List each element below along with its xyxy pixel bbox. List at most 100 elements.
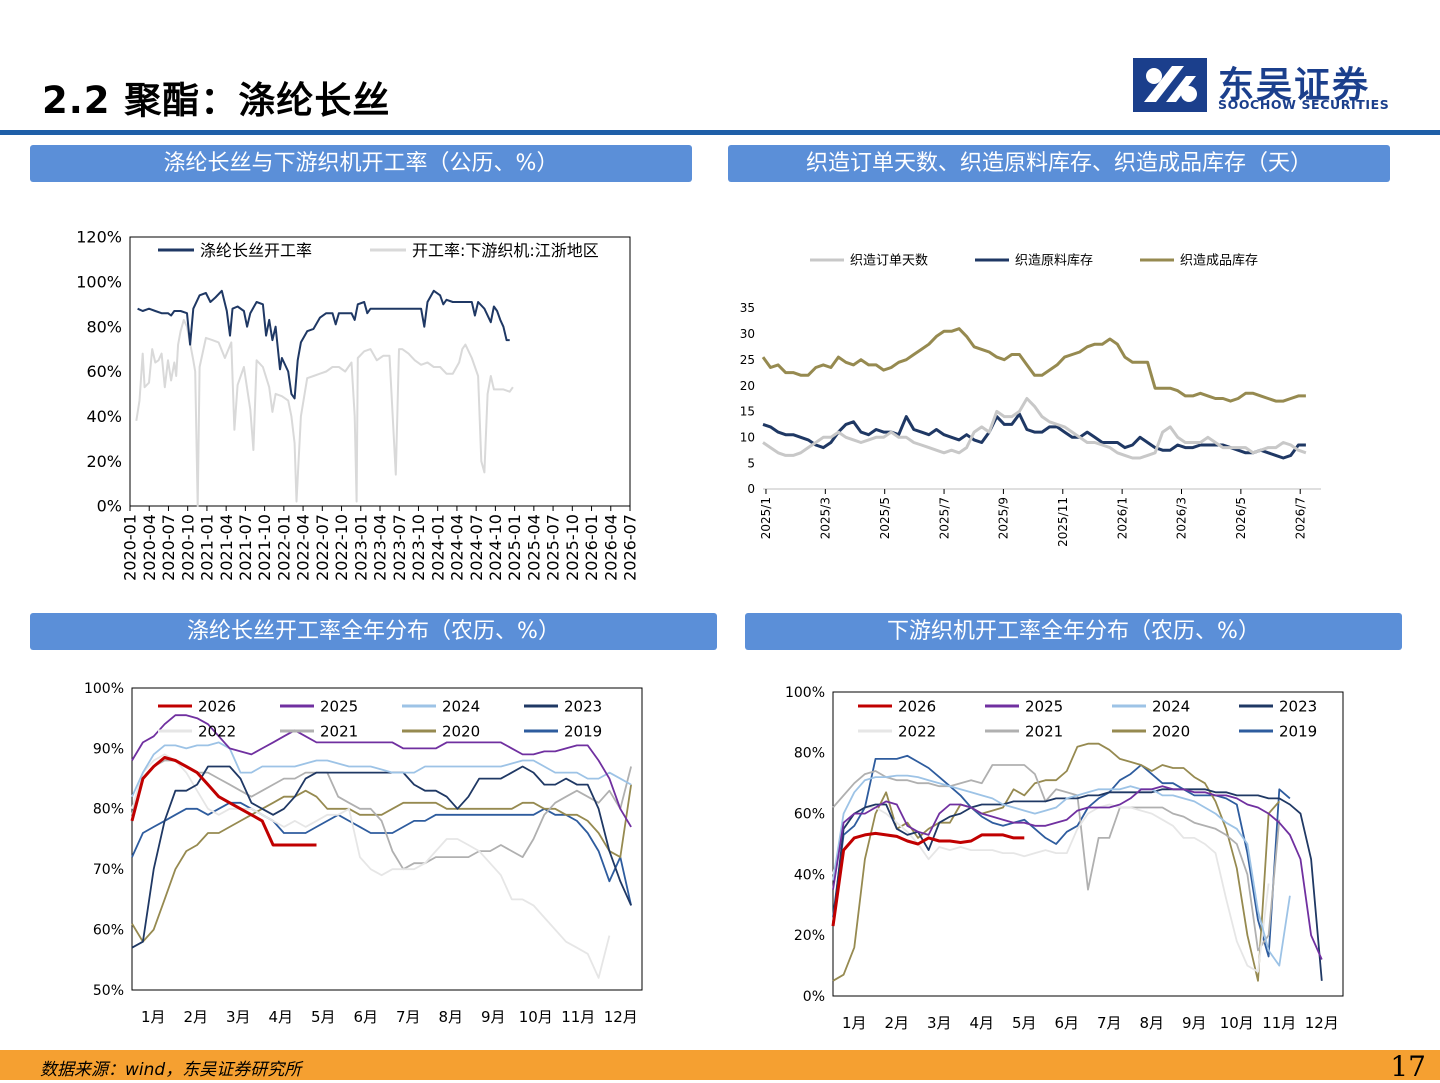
series-line-1 (762, 412, 1306, 460)
legend-label-2: 2024 (442, 697, 480, 715)
y-tick-label: 20 (740, 379, 755, 393)
legend-label-4: 2022 (198, 722, 236, 740)
x-tick-label: 2023-07 (390, 514, 409, 581)
series-line-1 (832, 785, 1323, 960)
y-tick-label: 10 (740, 430, 755, 444)
x-tick-label: 7月 (396, 1008, 421, 1026)
y-tick-label: 0% (97, 497, 122, 516)
legend-label-0: 2026 (198, 697, 236, 715)
x-tick-label: 2025/5 (878, 497, 892, 539)
legend-label-0: 涤纶长丝开工率 (200, 241, 312, 260)
y-tick-label: 90% (93, 741, 124, 757)
x-tick-label: 10月 (1220, 1014, 1254, 1032)
plot-frame (131, 687, 643, 991)
y-tick-label: 0% (803, 989, 825, 1005)
page-number: 17 (1390, 1050, 1426, 1083)
panel-header-3: 涤纶长丝开工率全年分布（农历、%） (30, 613, 717, 650)
legend-label-2: 织造成品库存 (1180, 253, 1258, 269)
x-tick-label: 12月 (1305, 1014, 1339, 1032)
x-tick-label: 2026/1 (1115, 497, 1129, 539)
x-tick-label: 9月 (1182, 1014, 1207, 1032)
x-tick-label: 2024-07 (467, 514, 486, 581)
x-tick-label: 2024-01 (428, 514, 447, 581)
series-line-7 (832, 754, 1291, 958)
legend-label-5: 2021 (1025, 722, 1063, 740)
x-tick-label: 4月 (268, 1008, 293, 1026)
source-note: 数据来源：wind，东吴证券研究所 (40, 1060, 302, 1080)
x-tick-label: 2025/11 (1056, 497, 1070, 547)
x-tick-label: 2021-07 (236, 514, 255, 581)
series-line-6 (832, 742, 1280, 982)
y-tick-label: 120% (76, 228, 122, 247)
y-tick-label: 30 (740, 327, 755, 341)
x-tick-label: 2020-01 (121, 514, 140, 581)
x-tick-label: 2026-04 (601, 514, 620, 581)
x-tick-label: 11月 (1262, 1014, 1296, 1032)
x-tick-label: 2026/7 (1293, 497, 1307, 539)
plot-frame (129, 236, 631, 507)
logo-text-en: SOOCHOW SECURITIES (1218, 97, 1390, 112)
series-line-3 (832, 788, 1323, 981)
x-tick-label: 2025/9 (997, 497, 1011, 539)
y-tick-label: 25 (740, 353, 755, 367)
chart-filament-vs-loom: 0%20%40%60%80%100%120%2020-01 2020-04 2020… (76, 228, 639, 581)
plot-frame (832, 691, 1344, 997)
x-tick-label: 2021-01 (198, 514, 217, 581)
series-line-0 (130, 756, 317, 847)
legend-label-6: 2020 (442, 722, 480, 740)
x-tick-label: 5月 (311, 1008, 336, 1026)
series-line-2 (761, 327, 1306, 403)
x-tick-label: 2020-07 (159, 514, 178, 581)
legend-label-3: 2023 (1279, 697, 1317, 715)
y-tick-label: 80% (93, 802, 124, 818)
x-tick-label: 2026/5 (1234, 497, 1248, 539)
y-tick-label: 35 (740, 301, 755, 315)
x-tick-label: 2025-01 (505, 514, 524, 581)
legend-label-1: 2025 (1025, 697, 1063, 715)
x-tick-label: 12月 (604, 1008, 638, 1026)
y-tick-label: 100% (84, 681, 124, 697)
y-tick-label: 15 (740, 405, 755, 419)
x-tick-label: 2022-01 (274, 514, 293, 581)
series-line-0 (137, 289, 510, 400)
x-tick-label: 2022-07 (313, 514, 332, 581)
legend-label-7: 2019 (1279, 722, 1317, 740)
x-tick-label: 2月 (884, 1014, 909, 1032)
chart-loom-seasonal: 0% 20% 40% 60% 80% 100% 1月 2月 3月 4月 5月 6月 7月 8月 9月 10月 1… (785, 685, 1344, 1032)
series-line-0 (831, 831, 1025, 927)
x-tick-label: 2025/3 (819, 497, 833, 539)
x-tick-label: 2025-07 (544, 514, 563, 581)
x-tick-label: 2025/1 (759, 497, 773, 539)
series-line-4 (832, 803, 1270, 973)
series-line-1 (135, 318, 514, 507)
chart-filament-seasonal: 50% 60% 70% 80% 90% 100% 1月 2月 3月 4月 5月 6月 7月 8月 9月 10月… (84, 681, 643, 1026)
legend-label-6: 2020 (1152, 722, 1190, 740)
x-tick-label: 3月 (927, 1014, 952, 1032)
y-tick-label: 100% (76, 272, 122, 291)
x-tick-label: 5月 (1012, 1014, 1037, 1032)
y-tick-label: 100% (785, 685, 825, 701)
y-tick-label: 0 (747, 482, 755, 496)
legend-label-1: 2025 (320, 697, 358, 715)
panel-header-2: 织造订单天数、织造原料库存、织造成品库存（天） (728, 145, 1390, 182)
legend-label-5: 2021 (320, 722, 358, 740)
x-tick-label: 8月 (1139, 1014, 1164, 1032)
x-tick-label: 6月 (1054, 1014, 1079, 1032)
y-tick-label: 60% (794, 807, 825, 823)
series-line-6 (131, 784, 632, 943)
x-tick-label: 2026-01 (582, 514, 601, 581)
x-tick-label: 2022-10 (332, 514, 351, 581)
x-tick-label: 2023-04 (371, 514, 390, 581)
x-tick-label: 10月 (519, 1008, 553, 1026)
panel-header-1: 涤纶长丝与下游织机开工率（公历、%） (30, 145, 692, 182)
y-tick-label: 80% (794, 746, 825, 762)
x-tick-label: 2024-10 (486, 514, 505, 581)
x-tick-label: 2026/3 (1175, 497, 1189, 539)
x-tick-label: 6月 (353, 1008, 378, 1026)
x-tick-label: 8月 (438, 1008, 463, 1026)
y-tick-label: 50% (93, 983, 124, 999)
soochow-logo-icon (1133, 58, 1207, 112)
series-line-0 (762, 397, 1307, 460)
y-tick-label: 20% (86, 452, 122, 471)
series-line-3 (131, 765, 632, 949)
